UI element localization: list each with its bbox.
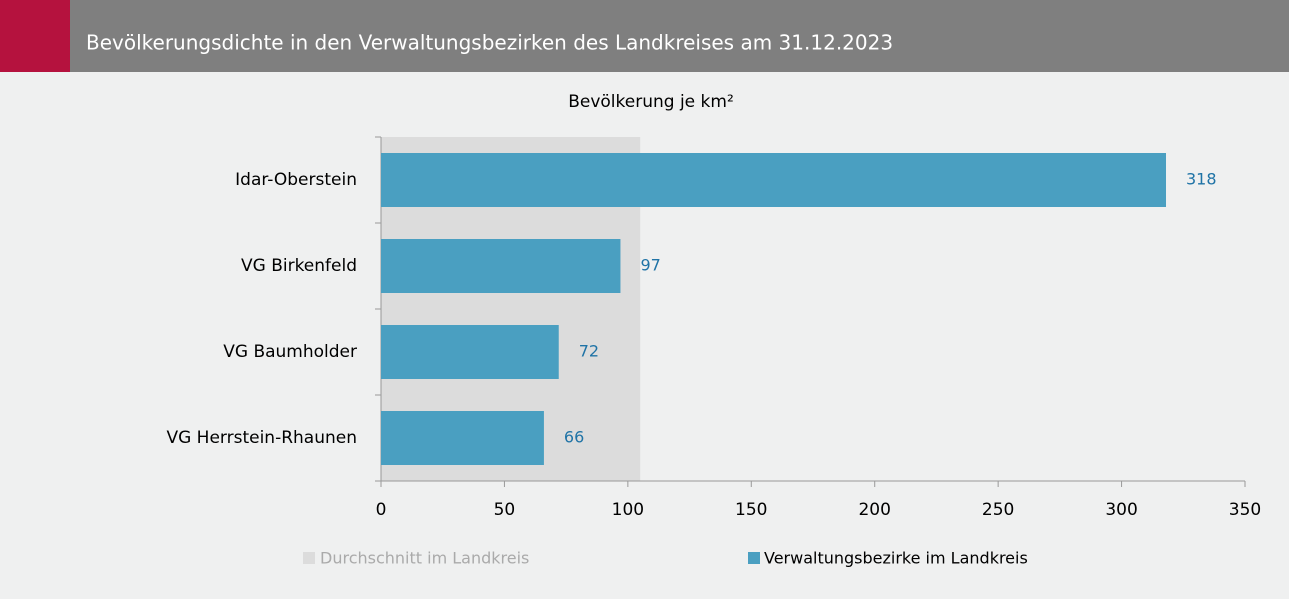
category-label: Idar-Oberstein: [235, 170, 357, 190]
legend-swatch: [748, 552, 760, 564]
bar: [381, 325, 559, 379]
category-label: VG Birkenfeld: [241, 256, 357, 276]
category-label: VG Herrstein-Rhaunen: [166, 428, 357, 448]
x-tick-label: 250: [982, 500, 1014, 520]
x-tick-label: 50: [494, 500, 516, 520]
legend-swatch: [303, 552, 315, 564]
value-label: 66: [564, 428, 584, 447]
x-tick-label: 0: [376, 500, 387, 520]
x-tick-label: 200: [858, 500, 890, 520]
x-tick-label: 150: [735, 500, 767, 520]
legend-label: Durchschnitt im Landkreis: [320, 549, 529, 568]
header-accent: [0, 0, 70, 72]
header-bar: [0, 0, 1289, 72]
chart-title: Bevölkerungsdichte in den Verwaltungsbez…: [86, 31, 893, 55]
axis-label: Bevölkerung je km²: [568, 92, 734, 112]
value-label: 97: [640, 256, 660, 275]
legend-label: Verwaltungsbezirke im Landkreis: [764, 549, 1028, 568]
value-label: 318: [1186, 170, 1217, 189]
bar: [381, 153, 1167, 207]
bar: [381, 411, 544, 465]
bar: [381, 239, 621, 293]
x-tick-label: 350: [1229, 500, 1261, 520]
value-label: 72: [579, 342, 599, 361]
x-tick-label: 100: [612, 500, 644, 520]
x-tick-label: 300: [1105, 500, 1137, 520]
category-label: VG Baumholder: [223, 342, 357, 362]
